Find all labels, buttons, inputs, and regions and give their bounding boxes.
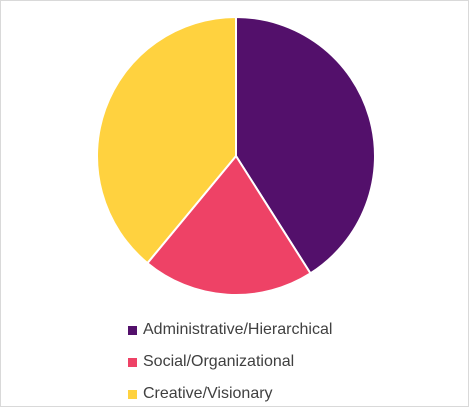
legend-swatch-administrative-hierarchical — [128, 325, 137, 335]
pie-slice-creative-visionary — [96, 16, 237, 265]
legend-item-creative-visionary: Creative/Visionary — [128, 378, 332, 410]
legend-item-social-organizational: Social/Organizational — [128, 346, 332, 378]
legend: Administrative/Hierarchical Social/Organ… — [128, 314, 332, 410]
legend-swatch-creative-visionary — [128, 389, 137, 399]
legend-item-administrative-hierarchical: Administrative/Hierarchical — [128, 314, 332, 346]
legend-label-social-organizational: Social/Organizational — [143, 353, 295, 370]
legend-swatch-social-organizational — [128, 357, 137, 367]
pie-slice-social-organizational — [146, 155, 312, 296]
legend-label-administrative-hierarchical: Administrative/Hierarchical — [143, 321, 333, 338]
legend-label-creative-visionary: Creative/Visionary — [143, 385, 273, 402]
